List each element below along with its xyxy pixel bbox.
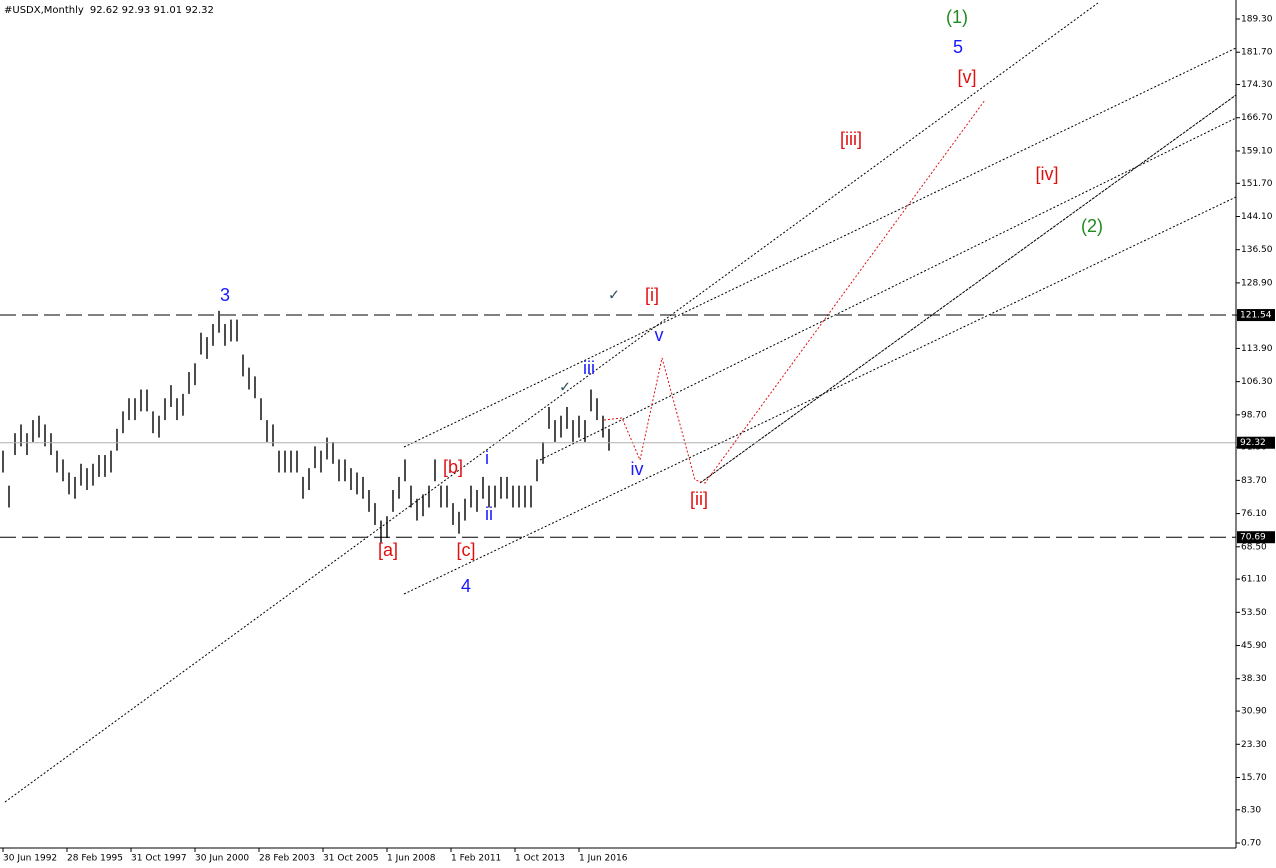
x-tick-label: 1 Oct 2013 bbox=[515, 854, 565, 864]
wave-label: 3 bbox=[220, 285, 230, 305]
y-tick-label: 38.30 bbox=[1241, 674, 1267, 684]
y-tick-label: 113.90 bbox=[1241, 344, 1273, 354]
y-tick-label: 68.50 bbox=[1241, 542, 1267, 552]
x-tick-label: 31 Oct 1997 bbox=[131, 854, 187, 864]
x-tick-label: 30 Jun 1992 bbox=[3, 854, 57, 864]
y-tick-label: 151.70 bbox=[1241, 179, 1273, 189]
y-tick-label: 0.70 bbox=[1241, 839, 1261, 849]
y-tick-label: 106.30 bbox=[1241, 377, 1273, 387]
last-price-label: 92.32 bbox=[1240, 438, 1266, 448]
check-mark: ✓ bbox=[608, 287, 620, 303]
y-tick-label: 136.50 bbox=[1241, 245, 1273, 255]
trendline bbox=[403, 196, 1237, 595]
y-tick-label: 45.90 bbox=[1241, 641, 1267, 651]
plot bbox=[0, 310, 1236, 543]
wave-labels: (1) 5 [v] [iii] [iv] (2) 3 [i] v iii i [… bbox=[220, 7, 1103, 596]
level-label: 121.54 bbox=[1240, 311, 1272, 321]
level-box bbox=[1237, 309, 1275, 322]
y-tick-label: 174.30 bbox=[1241, 80, 1273, 90]
level-label: 70.69 bbox=[1240, 533, 1266, 543]
y-tick-label: 15.70 bbox=[1241, 773, 1267, 783]
y-tick-label: 159.10 bbox=[1241, 146, 1273, 156]
y-tick-label: 30.90 bbox=[1241, 707, 1267, 717]
symbol: #USDX,Monthly bbox=[4, 5, 84, 16]
wave-label: [iv] bbox=[1035, 164, 1058, 184]
y-tick-label: 83.70 bbox=[1241, 476, 1267, 486]
y-tick-label: 98.70 bbox=[1241, 410, 1267, 420]
wave-label: (1) bbox=[946, 7, 968, 27]
y-tick-label: 166.70 bbox=[1241, 113, 1273, 123]
wave-label: (2) bbox=[1081, 216, 1103, 236]
y-tick-label: 189.30 bbox=[1241, 15, 1273, 25]
x-tick-label: 28 Feb 1995 bbox=[67, 854, 123, 864]
wave-label: 4 bbox=[461, 576, 471, 596]
check-mark: ✓ bbox=[559, 379, 571, 395]
wave-label: [i] bbox=[645, 285, 659, 305]
wave-label: iv bbox=[631, 459, 644, 479]
wave-label: [v] bbox=[957, 67, 976, 87]
last-price-box bbox=[1237, 436, 1275, 449]
x-tick-label: 28 Feb 2003 bbox=[259, 854, 315, 864]
trendline bbox=[699, 94, 1237, 484]
wave-label: [iii] bbox=[840, 129, 862, 149]
level-box bbox=[1237, 531, 1275, 544]
wave-label: [b] bbox=[443, 457, 463, 477]
y-tick-label: 53.50 bbox=[1241, 608, 1267, 618]
y-tick-label: 76.10 bbox=[1241, 509, 1267, 519]
y-tick-label: 144.10 bbox=[1241, 212, 1273, 222]
y-tick-label: 61.10 bbox=[1241, 575, 1267, 585]
x-tick-label: 1 Jun 2016 bbox=[579, 854, 628, 864]
wave-label: iii bbox=[583, 358, 595, 378]
x-tick-label: 30 Jun 2000 bbox=[195, 854, 249, 864]
wave-label: 5 bbox=[953, 37, 963, 57]
wave-label: [a] bbox=[378, 540, 398, 560]
wave-label: ii bbox=[485, 504, 493, 524]
wave-label: i bbox=[485, 448, 489, 468]
y-tick-label: 23.30 bbox=[1241, 740, 1267, 750]
trendlines bbox=[4, 2, 1237, 803]
wave-label: v bbox=[655, 325, 664, 345]
wave-label: [c] bbox=[456, 540, 475, 560]
y-tick-label: 128.90 bbox=[1241, 278, 1273, 288]
y-tick-label: 181.70 bbox=[1241, 48, 1273, 58]
projection-path bbox=[603, 99, 986, 484]
y-tick-label: 8.30 bbox=[1241, 805, 1261, 815]
ohlc-values: 92.62 92.93 91.01 92.32 bbox=[90, 5, 214, 16]
chart-title: #USDX,Monthly 92.62 92.93 91.01 92.32 bbox=[4, 5, 214, 16]
trendline bbox=[4, 2, 1099, 803]
trendline bbox=[539, 117, 1237, 461]
x-tick-label: 31 Oct 2005 bbox=[323, 854, 379, 864]
trendline bbox=[403, 47, 1237, 448]
x-tick-label: 1 Jun 2008 bbox=[387, 854, 436, 864]
wave-label: [ii] bbox=[690, 489, 708, 509]
x-tick-label: 1 Feb 2011 bbox=[451, 854, 501, 864]
